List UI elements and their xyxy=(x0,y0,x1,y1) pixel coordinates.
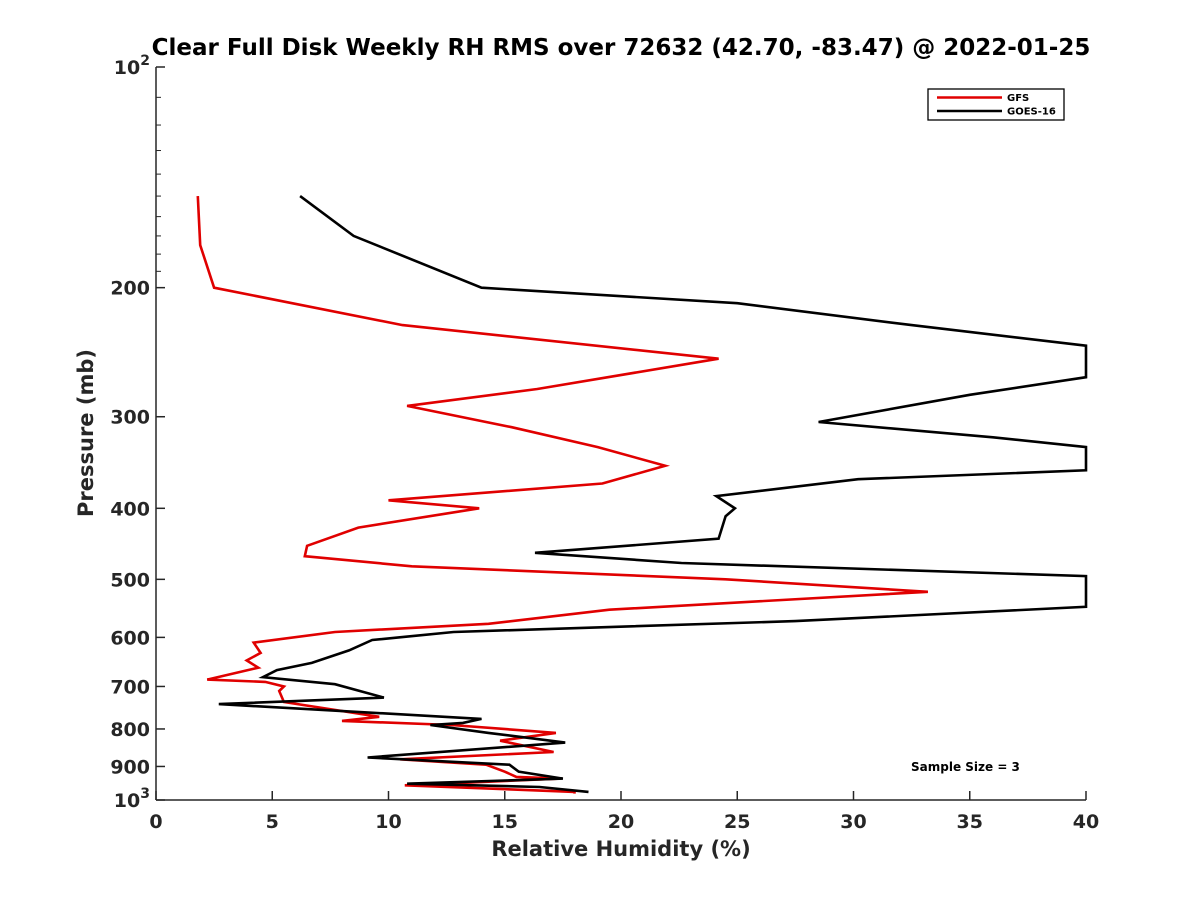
x-tick-label: 15 xyxy=(492,811,518,833)
y-tick-label: 300 xyxy=(110,407,150,429)
series-line-goes16 xyxy=(218,195,1088,794)
series-layer xyxy=(196,195,1088,794)
y-tick-label: 600 xyxy=(110,627,150,649)
y-tick-label: 200 xyxy=(110,278,150,300)
y-tick-label: 800 xyxy=(110,719,150,741)
legend-label-goes16: GOES-16 xyxy=(1007,107,1056,118)
chart-title: Clear Full Disk Weekly RH RMS over 72632… xyxy=(152,35,1091,61)
y-axis-label: Pressure (mb) xyxy=(74,349,98,517)
sample-size-annotation: Sample Size = 3 xyxy=(911,760,1020,774)
plot-background xyxy=(156,67,1086,800)
y-tick-label: 103 xyxy=(114,786,150,812)
y-tick-label: 900 xyxy=(110,756,150,778)
legend: GFS GOES-16 xyxy=(927,88,1065,121)
x-tick-label: 35 xyxy=(957,811,983,833)
x-tick-label: 30 xyxy=(840,811,866,833)
plot-area xyxy=(156,67,1086,800)
x-tick-label: 40 xyxy=(1073,811,1099,833)
x-axis-label: Relative Humidity (%) xyxy=(491,837,750,861)
legend-label-gfs: GFS xyxy=(1007,93,1029,104)
x-tick-label: 20 xyxy=(608,811,634,833)
x-tick-label: 25 xyxy=(724,811,750,833)
series-line-gfs xyxy=(196,196,928,794)
x-tick-label: 10 xyxy=(375,811,401,833)
y-tick-label: 700 xyxy=(110,676,150,698)
y-tick-label: 500 xyxy=(110,569,150,591)
x-tick-label: 5 xyxy=(266,811,279,833)
x-tick-label: 0 xyxy=(149,811,162,833)
y-tick-label: 102 xyxy=(114,53,150,79)
axes-layer: 0 5 10 15 20 25 30 35 40 102 200 300 400 500 600 700 800… xyxy=(110,53,1099,833)
y-tick-label: 400 xyxy=(110,498,150,520)
legend-box xyxy=(927,88,1065,121)
